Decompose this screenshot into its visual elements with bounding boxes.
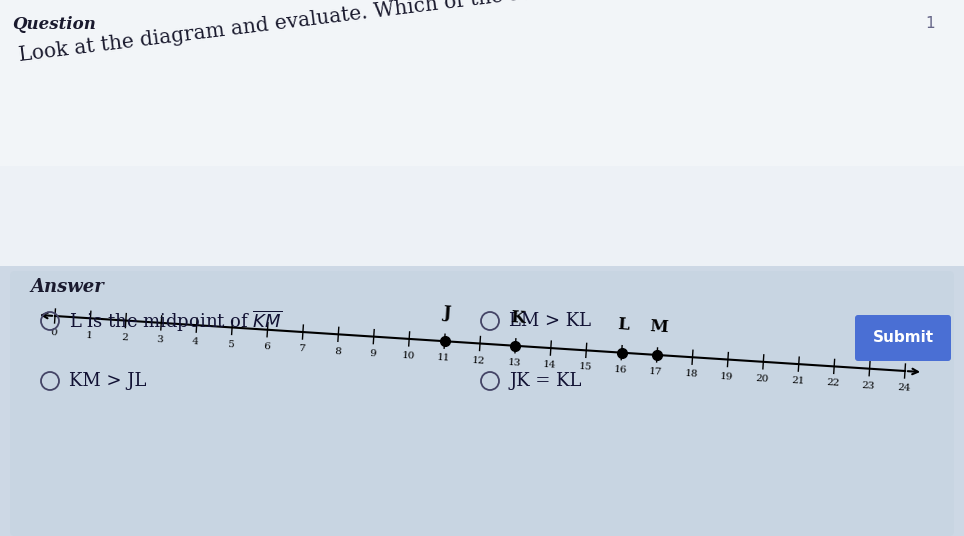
Text: 13: 13 — [507, 358, 522, 368]
Text: L: L — [617, 316, 629, 333]
Text: 5: 5 — [228, 340, 234, 349]
Text: LM > KL: LM > KL — [509, 312, 591, 330]
Text: J: J — [442, 304, 451, 322]
Text: 16: 16 — [614, 364, 628, 375]
Text: Question: Question — [12, 16, 95, 33]
Text: Submit: Submit — [872, 331, 933, 346]
Text: 1: 1 — [86, 331, 93, 340]
Text: 11: 11 — [437, 353, 450, 363]
Text: 15: 15 — [578, 362, 592, 373]
Text: 21: 21 — [790, 376, 805, 386]
Text: 8: 8 — [334, 347, 341, 356]
FancyBboxPatch shape — [0, 0, 964, 266]
Text: 9: 9 — [369, 349, 376, 358]
Text: 23: 23 — [862, 381, 875, 391]
FancyBboxPatch shape — [10, 271, 954, 536]
Text: 19: 19 — [720, 371, 734, 382]
Text: 22: 22 — [826, 378, 840, 388]
Text: 7: 7 — [298, 344, 306, 354]
Text: M: M — [649, 318, 669, 336]
Text: 0: 0 — [50, 328, 58, 338]
Text: Look at the diagram and evaluate. Which of the statements below is TRUE?: Look at the diagram and evaluate. Which … — [18, 0, 790, 65]
Text: JK = KL: JK = KL — [509, 372, 581, 390]
Text: 24: 24 — [897, 383, 911, 393]
Text: 6: 6 — [263, 342, 270, 352]
Text: 12: 12 — [472, 355, 486, 366]
Text: L is the midpoint of $\overline{KM}$: L is the midpoint of $\overline{KM}$ — [69, 308, 282, 334]
Text: 1: 1 — [925, 16, 935, 31]
Text: 17: 17 — [649, 367, 663, 377]
FancyBboxPatch shape — [0, 0, 964, 166]
FancyBboxPatch shape — [0, 266, 964, 536]
FancyBboxPatch shape — [855, 315, 951, 361]
Text: 2: 2 — [121, 333, 128, 343]
Text: 10: 10 — [401, 351, 415, 361]
Text: 3: 3 — [156, 335, 164, 345]
Text: K: K — [510, 309, 525, 327]
Text: 14: 14 — [543, 360, 556, 370]
Text: 18: 18 — [684, 369, 698, 379]
Text: Answer: Answer — [30, 278, 104, 296]
Text: 20: 20 — [756, 374, 769, 384]
Text: 4: 4 — [192, 338, 200, 347]
Text: KM > JL: KM > JL — [69, 372, 147, 390]
